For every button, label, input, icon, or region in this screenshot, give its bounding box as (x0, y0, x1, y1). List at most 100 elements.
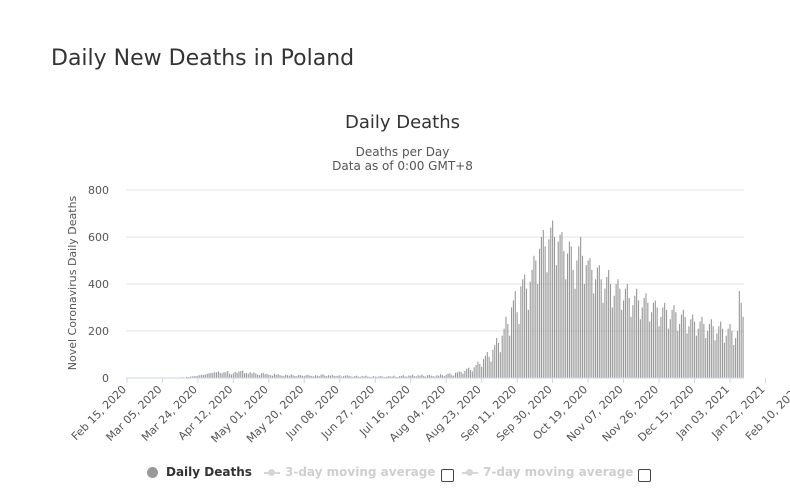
bar[interactable] (298, 374, 300, 378)
bar[interactable] (524, 274, 526, 378)
bar[interactable] (425, 376, 427, 378)
bar[interactable] (479, 363, 481, 378)
bar[interactable] (574, 288, 576, 378)
bar[interactable] (710, 319, 712, 378)
bar[interactable] (277, 374, 279, 378)
bar[interactable] (279, 375, 281, 378)
bar[interactable] (712, 326, 714, 378)
bar[interactable] (354, 376, 356, 378)
bar[interactable] (462, 373, 464, 378)
bar[interactable] (434, 376, 436, 378)
bar[interactable] (518, 323, 520, 378)
bar[interactable] (471, 371, 473, 378)
bar[interactable] (229, 373, 231, 378)
bar[interactable] (395, 376, 397, 378)
bar[interactable] (195, 376, 197, 378)
bar[interactable] (380, 375, 382, 378)
bar[interactable] (643, 298, 645, 378)
bar[interactable] (477, 361, 479, 378)
bar[interactable] (540, 237, 542, 378)
bar[interactable] (201, 374, 203, 378)
bar[interactable] (669, 319, 671, 378)
bar[interactable] (609, 284, 612, 378)
bar[interactable] (718, 326, 720, 378)
bar[interactable] (503, 328, 505, 378)
bar[interactable] (223, 371, 225, 378)
bar[interactable] (460, 371, 462, 378)
7-day-average-checkbox[interactable] (638, 469, 651, 482)
bar[interactable] (348, 375, 350, 378)
bar[interactable] (656, 307, 658, 379)
bar[interactable] (555, 265, 557, 378)
bar[interactable] (552, 220, 554, 378)
bar[interactable] (365, 375, 367, 378)
bar[interactable] (537, 284, 539, 378)
bar[interactable] (733, 345, 735, 378)
bar[interactable] (206, 373, 208, 378)
bar[interactable] (391, 376, 393, 378)
3-day-average-checkbox[interactable] (441, 469, 454, 482)
bar[interactable] (441, 375, 444, 378)
bar[interactable] (288, 375, 290, 378)
bar[interactable] (285, 374, 287, 378)
bar[interactable] (264, 374, 266, 378)
bar[interactable] (652, 302, 655, 378)
bar[interactable] (505, 316, 507, 378)
bar[interactable] (356, 375, 358, 378)
bar[interactable] (199, 375, 201, 378)
bar[interactable] (613, 295, 615, 378)
bar[interactable] (292, 375, 294, 378)
bar[interactable] (197, 375, 199, 378)
bar[interactable] (563, 251, 565, 378)
bar[interactable] (602, 302, 604, 378)
bar[interactable] (191, 376, 193, 378)
bar[interactable] (721, 328, 724, 378)
bar[interactable] (337, 375, 339, 378)
bar[interactable] (333, 375, 335, 378)
bar[interactable] (693, 321, 696, 378)
bar[interactable] (443, 376, 445, 378)
bar[interactable] (544, 246, 546, 378)
bar[interactable] (217, 371, 219, 378)
bar[interactable] (307, 374, 309, 378)
bar[interactable] (546, 272, 548, 378)
bar[interactable] (624, 288, 626, 378)
bar[interactable] (234, 371, 236, 378)
legend-item-7-day-average[interactable]: 7-day moving average (462, 465, 633, 479)
bar[interactable] (413, 376, 416, 378)
bar[interactable] (522, 279, 524, 378)
bar[interactable] (542, 229, 544, 378)
bar[interactable] (374, 376, 376, 378)
bar[interactable] (363, 376, 365, 378)
bar[interactable] (357, 376, 360, 378)
bar[interactable] (484, 355, 486, 378)
bar[interactable] (647, 302, 649, 378)
bar[interactable] (415, 376, 417, 378)
bar[interactable] (236, 372, 238, 378)
bar[interactable] (550, 227, 552, 378)
bar[interactable] (475, 365, 477, 378)
bar[interactable] (488, 356, 490, 378)
bar[interactable] (557, 241, 559, 378)
bar[interactable] (576, 260, 578, 379)
bar[interactable] (634, 295, 636, 378)
bar[interactable] (453, 375, 455, 378)
bar[interactable] (260, 373, 262, 378)
bar[interactable] (454, 372, 457, 378)
bar[interactable] (316, 375, 318, 378)
bar[interactable] (630, 316, 632, 378)
bar[interactable] (695, 335, 697, 378)
bar[interactable] (705, 338, 707, 378)
bar[interactable] (227, 370, 229, 378)
bar[interactable] (240, 370, 242, 378)
bar[interactable] (473, 367, 475, 378)
bar[interactable] (565, 279, 567, 378)
bar[interactable] (296, 376, 298, 378)
bar[interactable] (402, 375, 404, 378)
bar[interactable] (688, 326, 690, 378)
bar[interactable] (675, 312, 677, 378)
bar[interactable] (300, 375, 302, 378)
bar[interactable] (720, 321, 722, 378)
bar[interactable] (322, 374, 324, 378)
bar[interactable] (492, 349, 494, 378)
